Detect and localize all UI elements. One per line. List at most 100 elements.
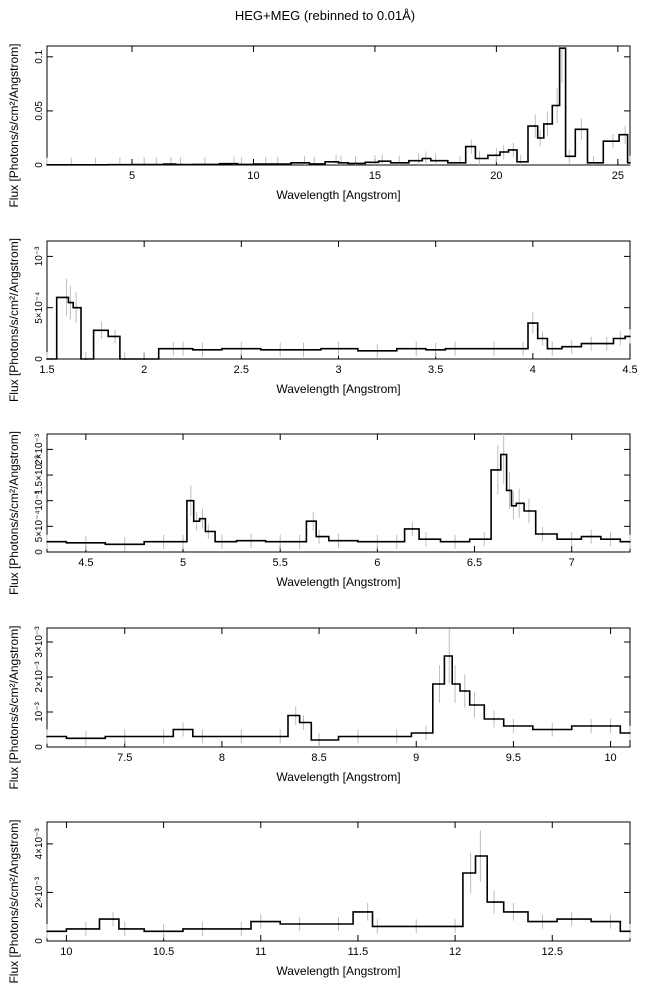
data-point bbox=[411, 528, 414, 530]
data-point bbox=[123, 543, 126, 546]
data-point bbox=[479, 855, 482, 857]
data-point bbox=[318, 535, 320, 538]
data-point bbox=[298, 923, 301, 925]
data-point bbox=[85, 928, 87, 930]
data-point bbox=[580, 128, 583, 131]
data-point bbox=[143, 163, 145, 166]
y-tick-label: 5×10⁻⁴ bbox=[34, 510, 45, 542]
data-point bbox=[541, 533, 544, 535]
data-point bbox=[512, 911, 515, 913]
y-tick-label: 0 bbox=[34, 356, 45, 362]
data-point bbox=[570, 538, 573, 540]
data-point bbox=[46, 540, 48, 543]
data-point bbox=[551, 347, 554, 350]
data-point bbox=[512, 149, 515, 151]
data-point bbox=[629, 540, 631, 543]
data-point bbox=[162, 735, 165, 738]
data-point bbox=[425, 538, 427, 540]
chart-panel-4: 7.5 8 8.5 9 9.5 10 0 10⁻³ 2×10⁻³ 3×10⁻³ Wavelength… bbox=[7, 625, 631, 790]
data-point bbox=[629, 930, 631, 933]
data-point bbox=[207, 530, 210, 533]
data-point bbox=[313, 163, 316, 165]
data-point bbox=[464, 690, 466, 692]
data-point bbox=[546, 123, 549, 125]
y-tick-label: 0.1 bbox=[34, 49, 45, 63]
chart-panel-3: 4.5 5 5.5 6 6.5 7 0 5×10⁻⁴10⁻³1.5×10⁻³2×10⁻³ Wav… bbox=[7, 431, 631, 595]
data-point bbox=[532, 322, 534, 324]
x-tick-label: 9.5 bbox=[506, 752, 521, 764]
y-tick-label: 10⁻³ bbox=[34, 701, 45, 721]
data-point bbox=[250, 539, 252, 542]
x-tick-label: 7.5 bbox=[117, 752, 132, 764]
y-axis-label: Flux [Photons/s/cm²/Angstrom] bbox=[7, 238, 21, 402]
data-point bbox=[279, 735, 282, 738]
data-point bbox=[570, 918, 573, 920]
data-point bbox=[590, 725, 592, 727]
y-tick-label: 2×10⁻³ bbox=[34, 661, 45, 693]
spectrum-line bbox=[47, 47, 630, 166]
spectrum-line bbox=[47, 855, 630, 933]
data-point bbox=[201, 735, 204, 738]
data-point bbox=[502, 151, 505, 153]
data-point bbox=[264, 163, 267, 165]
data-point bbox=[318, 739, 320, 741]
data-point bbox=[381, 160, 384, 163]
data-point bbox=[425, 732, 427, 734]
y-tick-label: 0 bbox=[34, 162, 45, 168]
data-point bbox=[609, 920, 612, 923]
x-tick-label: 5 bbox=[180, 557, 186, 569]
x-axis-label: Wavelength [Angstrom] bbox=[276, 964, 400, 978]
chart-panel-2: 1.5 2 2.5 3 3.5 4 4.5 0 5×10⁻⁴ 10⁻³ Wavelength [An… bbox=[7, 238, 638, 402]
data-point bbox=[204, 163, 206, 166]
data-point bbox=[46, 358, 48, 360]
data-point bbox=[337, 539, 340, 542]
data-point bbox=[75, 306, 77, 309]
data-point bbox=[417, 159, 420, 162]
x-tick-label: 4.5 bbox=[622, 364, 637, 376]
data-point bbox=[357, 735, 359, 738]
data-point bbox=[376, 349, 379, 352]
data-point bbox=[201, 517, 204, 520]
data-point bbox=[119, 163, 121, 166]
data-point bbox=[519, 160, 522, 163]
spectrum-line bbox=[47, 296, 630, 360]
y-axis-label: Flux [Photons/s/cm²/Angstrom] bbox=[7, 625, 21, 789]
data-point bbox=[337, 923, 340, 925]
y-axis-label: Flux [Photons/s/cm²/Angstrom] bbox=[7, 43, 21, 207]
data-point bbox=[609, 725, 612, 727]
data-point bbox=[279, 540, 282, 543]
x-tick-label: 10 bbox=[604, 752, 616, 764]
data-point bbox=[454, 683, 456, 685]
data-point bbox=[493, 718, 495, 720]
data-point bbox=[259, 920, 262, 923]
x-axis-label: Wavelength [Angstrom] bbox=[276, 188, 400, 202]
plot-frame bbox=[46, 627, 631, 748]
data-point bbox=[609, 538, 612, 540]
x-tick-label: 12 bbox=[449, 946, 461, 958]
data-point bbox=[240, 163, 243, 166]
x-tick-label: 9 bbox=[413, 752, 419, 764]
x-tick-label: 25 bbox=[612, 170, 624, 182]
data-point bbox=[434, 159, 437, 162]
data-point bbox=[612, 140, 614, 142]
x-tick-label: 11 bbox=[255, 946, 266, 958]
data-point bbox=[337, 347, 340, 350]
data-point bbox=[459, 162, 461, 164]
y-tick-label: 4×10⁻³ bbox=[34, 828, 45, 860]
x-tick-label: 8.5 bbox=[311, 752, 326, 764]
data-point bbox=[522, 347, 524, 350]
y-axis-label: Flux [Photons/s/cm²/Angstrom] bbox=[7, 431, 21, 595]
x-tick-label: 10.5 bbox=[153, 946, 174, 958]
data-point bbox=[114, 335, 116, 338]
data-point bbox=[590, 342, 592, 345]
data-point bbox=[335, 160, 337, 163]
x-tick-label: 2.5 bbox=[234, 364, 249, 376]
data-point bbox=[568, 155, 571, 158]
y-tick-label: 10⁻³ bbox=[34, 490, 45, 510]
data-point bbox=[340, 162, 342, 164]
data-point bbox=[534, 125, 537, 127]
data-point bbox=[570, 345, 573, 348]
y-tick-label: 0 bbox=[34, 938, 45, 944]
data-point bbox=[100, 329, 103, 332]
data-point bbox=[398, 162, 401, 164]
